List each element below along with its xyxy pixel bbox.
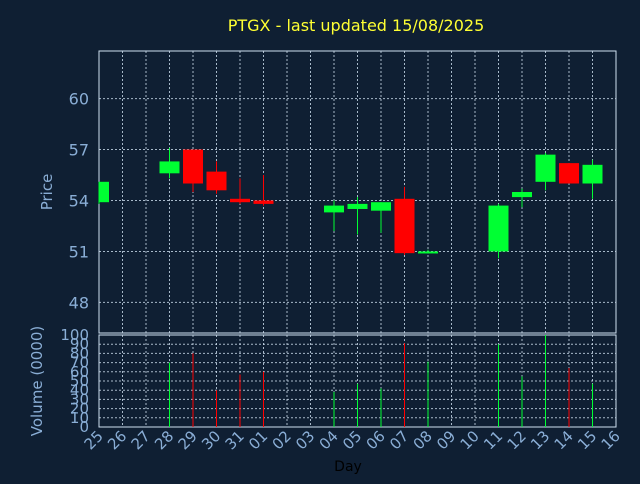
volume-tick-label: 10 [70,409,89,427]
x-tick-labels: 2526272829303101020304050607080910111213… [81,427,624,453]
candle-body [394,198,415,254]
candle-body [418,251,438,254]
candle-body [582,164,603,184]
x-tick-label: 26 [104,427,130,453]
volume-tick-label: 0 [79,418,89,436]
x-tick-label: 06 [363,427,389,453]
x-tick-label: 03 [292,427,318,453]
x-tick-label: 05 [339,427,365,453]
price-panel: 48 51 54 57 60 [69,50,617,334]
price-tick-label: 48 [69,293,89,312]
price-tick-label: 60 [69,90,89,109]
x-tick-label: 27 [128,427,154,453]
price-axis-label: Price [38,174,56,211]
x-tick-label: 14 [551,427,577,453]
x-tick-label: 11 [480,427,506,453]
candle-body [206,171,227,191]
x-axis-label: Day [334,459,362,475]
candle-body [512,192,532,198]
x-tick-label: 30 [198,427,224,453]
candle-body [535,154,556,182]
candle-body [347,203,368,209]
candle-body [559,163,579,184]
x-tick-label: 04 [316,427,342,453]
candle-body [371,202,391,211]
x-tick-label: 31 [222,427,248,453]
candle-body [488,205,509,252]
x-tick-label: 13 [527,427,553,453]
volume-tick-label: 50 [70,372,89,390]
x-tick-label: 16 [598,427,624,453]
x-tick-label: 15 [574,427,600,453]
x-tick-label: 08 [410,427,436,453]
volume-tick-label: 70 [70,354,89,372]
volume-tick-label: 40 [70,381,89,399]
volume-tick-label: 80 [70,344,89,362]
chart-title: PTGX - last updated 15/08/2025 [228,16,485,35]
x-tick-label: 10 [457,427,483,453]
price-tick-label: 57 [69,141,89,160]
candle-body [230,198,250,203]
x-tick-label: 02 [269,427,295,453]
candle-body [183,149,203,184]
x-tick-label: 01 [245,427,271,453]
x-tick-label: 12 [504,427,530,453]
x-tick-label: 07 [386,427,412,453]
volume-axis-label: Volume (0000) [28,326,46,436]
volume-tick-label: 90 [70,335,89,353]
x-tick-label: 09 [433,427,459,453]
x-tick-label: 29 [175,427,201,453]
price-tick-label: 51 [69,242,89,261]
candle-body [159,161,180,174]
volume-tick-label: 30 [70,390,89,408]
candle-body [324,205,344,213]
volume-tick-label: 20 [70,400,89,418]
candle-body [99,181,109,203]
volume-tick-label: 60 [70,363,89,381]
price-tick-label: 54 [69,191,89,210]
volume-tick-label: 100 [60,326,89,344]
x-tick-label: 28 [151,427,177,453]
candle-body [253,200,274,204]
